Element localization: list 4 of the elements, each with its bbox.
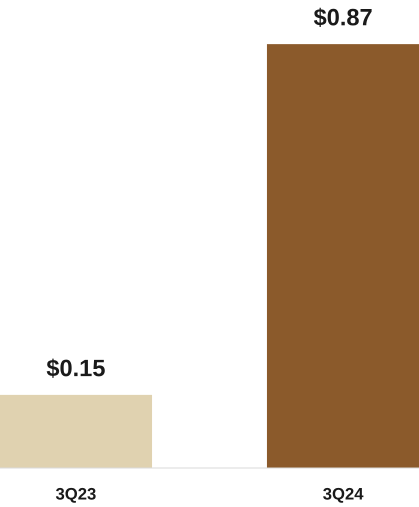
data-label: $0.87 (314, 8, 372, 28)
data-label: $0.15 (46, 358, 105, 378)
x-tick-label: 3Q24 (323, 488, 364, 503)
x-tick-label: 3Q23 (56, 488, 96, 503)
